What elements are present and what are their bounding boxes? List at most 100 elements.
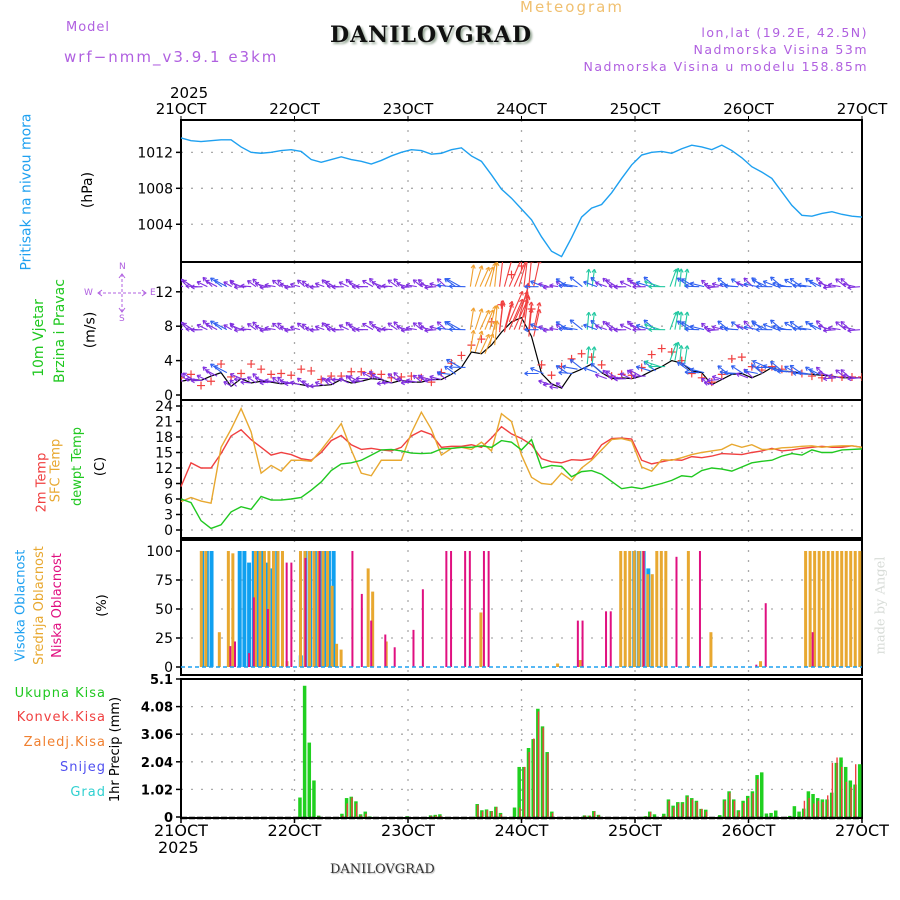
- cloud-bar-low: [464, 551, 467, 667]
- wind-arrow: [412, 374, 423, 383]
- y-tick-label: 3.06: [141, 728, 173, 743]
- wind-arrow-head: [181, 321, 184, 326]
- wind-arrow-head: [279, 282, 284, 288]
- wind-arrow-head: [417, 322, 423, 327]
- wind-arrow-head: [345, 278, 351, 284]
- wind-arrow: [828, 284, 841, 288]
- wind-arrow: [643, 276, 656, 288]
- cloud-bar-high: [247, 562, 252, 667]
- cloud-bar-high: [237, 551, 242, 667]
- wind-arrow-head: [538, 379, 543, 385]
- precip-bar-convective: [729, 792, 731, 817]
- wind-arrow: [619, 323, 632, 331]
- wind-arrow-head: [703, 325, 709, 331]
- cloud-bar-low: [581, 620, 584, 667]
- wind-arrow-head: [561, 282, 567, 287]
- wind-arrow-head: [202, 276, 208, 282]
- precip-bar-convective: [495, 807, 498, 817]
- wind-arrow-head: [676, 277, 682, 282]
- cloud-bar-mid: [849, 551, 853, 667]
- wind-arrow-head: [210, 320, 215, 325]
- wind-arrow-head: [717, 365, 722, 370]
- wind-arrow: [401, 329, 412, 332]
- wind-arrow-head: [755, 364, 760, 371]
- wind-arrow-head: [776, 283, 781, 289]
- wind-arrow-head: [684, 268, 690, 273]
- y-tick-label: 75: [155, 573, 173, 589]
- wind-arrow-head: [827, 325, 833, 331]
- wind-arrow-head: [594, 373, 600, 378]
- wind-arrow: [474, 265, 483, 287]
- wind-arrow: [181, 379, 184, 382]
- wind-arrow-head: [827, 282, 833, 288]
- wind-arrow-head: [485, 266, 491, 272]
- cloud-bar-low: [450, 551, 453, 667]
- wind-arrow-head: [730, 278, 736, 283]
- wind-arrow-head: [569, 319, 575, 324]
- wind-arrow-head: [808, 279, 814, 285]
- wind-arrow-head: [233, 376, 239, 382]
- wind-arrow: [530, 280, 544, 288]
- wind-arrow: [325, 378, 335, 386]
- wind-arrow-head: [417, 279, 423, 284]
- wind-arrow: [387, 373, 398, 381]
- precip-bar-convective: [850, 787, 852, 817]
- precip-bar-convective: [519, 807, 521, 817]
- wind-arrow-head: [508, 300, 514, 306]
- wind-arrow: [808, 280, 822, 288]
- cloud-bar-low: [576, 620, 579, 667]
- precip-bar-convective: [645, 816, 647, 817]
- wind-arrow-head: [735, 281, 741, 286]
- precip-bar-total: [298, 797, 302, 817]
- wind-arrow: [706, 329, 719, 332]
- wind-arrow: [362, 280, 374, 288]
- wind-arrow-head: [776, 368, 781, 374]
- wind-arrow-head: [478, 330, 484, 336]
- wind-arrow: [377, 286, 388, 288]
- wind-arrow: [272, 279, 281, 288]
- wind-arrow: [338, 377, 349, 384]
- wind-arrow: [469, 307, 475, 330]
- wind-arrow: [348, 375, 359, 382]
- precip-bar-total: [312, 780, 316, 817]
- wind-arrow-head: [847, 284, 852, 290]
- wind-arrow-head: [743, 320, 748, 326]
- precip-bar-convective: [696, 802, 698, 817]
- precip-bar-convective: [355, 803, 358, 817]
- wind-arrow-head: [628, 279, 634, 285]
- wind-arrow-head: [684, 345, 690, 350]
- wind-arrow: [377, 382, 388, 385]
- cloud-bar-high: [209, 551, 214, 667]
- cloud-bar-mid: [299, 551, 303, 667]
- cloud-bar-mid: [632, 551, 636, 667]
- wind-arrow-head: [445, 358, 451, 364]
- wind-arrow-head: [770, 360, 775, 366]
- precip-bar-convective: [547, 753, 549, 817]
- wind-arrow-head: [240, 379, 245, 385]
- wind-arrow-head: [840, 278, 845, 283]
- y-tick-label: 18: [155, 430, 173, 446]
- wind-arrow: [583, 281, 598, 288]
- cloud-bar-low: [755, 664, 758, 667]
- wind-arrow-head: [190, 378, 195, 384]
- wind-arrow: [240, 381, 252, 384]
- wind-arrow: [309, 286, 320, 288]
- cloud-bar-low: [609, 611, 612, 667]
- y-tick-label: 0: [164, 660, 173, 676]
- wind-arrow-head: [835, 278, 840, 283]
- wind-arrow-head: [448, 364, 453, 370]
- wind-arrow: [290, 326, 301, 331]
- wind-arrow-head: [719, 369, 724, 375]
- wind-arrow: [736, 373, 749, 379]
- precip-bar-convective: [341, 815, 344, 817]
- precip-bar-total: [307, 742, 312, 817]
- wind-arrow: [401, 286, 412, 289]
- wind-arrow-head: [182, 279, 187, 285]
- x-tick-label-top: 25OCT: [609, 100, 661, 118]
- wind-arrow: [808, 323, 822, 331]
- wind-arrow-head: [735, 324, 741, 329]
- wind-arrow: [396, 282, 408, 288]
- wind-arrow: [743, 283, 758, 288]
- gust-marker: [207, 377, 216, 386]
- y-tick-label: 1008: [137, 181, 173, 197]
